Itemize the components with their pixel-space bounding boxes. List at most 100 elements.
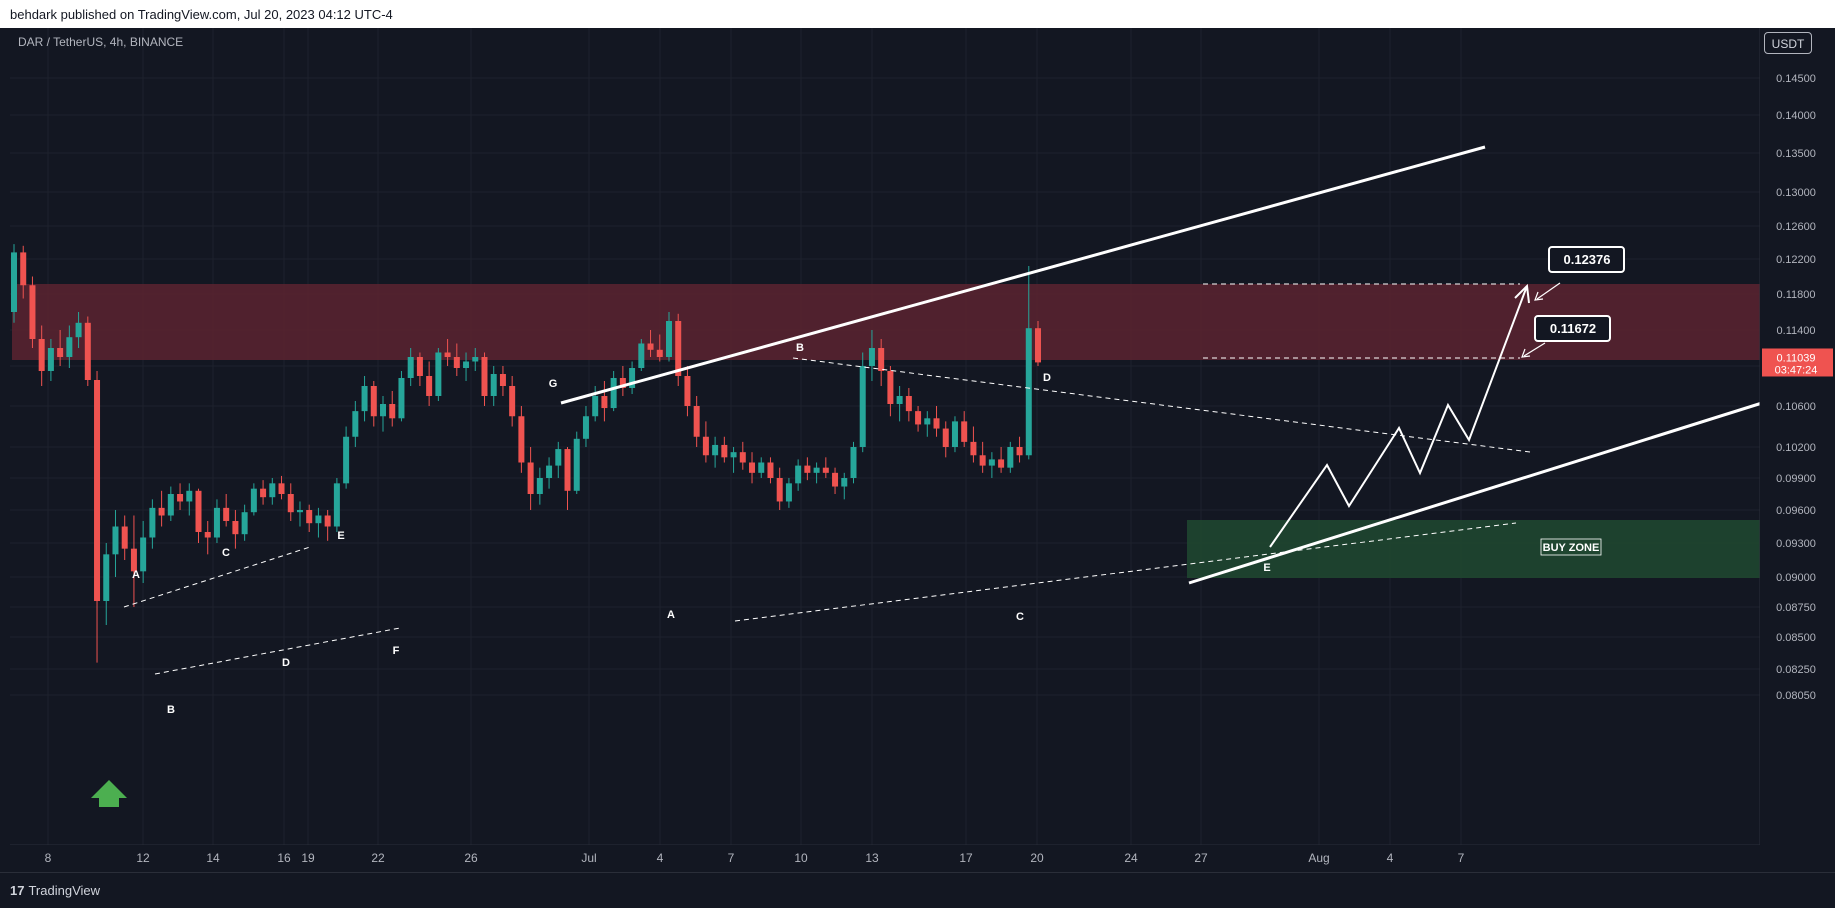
price-tick-label: 0.14500 [1776,73,1816,85]
time-axis[interactable]: 8 12 14 16 19 22 26 Jul 4 7 10 13 17 20 24 27 Aug 4 7 [10,845,1760,872]
candle-body [712,444,719,456]
wave-labels: A B C D E F G A B C D E [132,342,1271,716]
candle-body [702,436,709,456]
price-tick-label: 0.12200 [1776,254,1816,266]
candle-body [878,348,885,371]
footer-bar: 17 TradingView [0,872,1835,908]
time-tick-label: 17 [959,851,973,865]
candle-body [675,321,682,376]
publisher-bar: behdark published on TradingView.com, Ju… [0,0,1835,28]
candle-body [868,348,875,366]
candle-body [610,378,617,409]
price-tick-label: 0.08250 [1776,664,1816,676]
target-callouts: 0.12376 0.11672 [1534,246,1625,342]
candle-body [416,357,423,376]
time-tick-label: 13 [865,851,879,865]
wave-label-b1: B [167,704,175,716]
up-arrow-icon [91,780,127,807]
candle-body [629,368,636,388]
current-price-label: 0.11039 [1777,352,1816,364]
time-tick-label: 22 [371,851,385,865]
candle-body [942,428,949,447]
candle-body [177,494,184,502]
candle-body [333,483,340,527]
candle-body [213,507,220,538]
candle-body [915,411,922,425]
price-tick-label: 0.14000 [1776,110,1816,122]
wave-label-a2: A [667,609,675,621]
price-tick-label: 0.09000 [1776,572,1816,584]
candle-body [158,507,165,516]
publisher-text: behdark published on TradingView.com, Ju… [10,7,393,22]
candle-body [841,478,848,487]
candle-body [140,537,147,572]
candle-body [656,349,663,357]
price-axis[interactable]: 0.14500 0.14000 0.13500 0.13000 0.12600 0.122… [1760,28,1835,845]
candle-body [896,396,903,404]
target-arrow-2-head [1521,348,1531,358]
target-box-2 [1534,315,1611,342]
candle-body [11,252,17,312]
time-tick-label: 16 [277,851,291,865]
tradingview-logo[interactable]: 17 TradingView [10,883,100,898]
candle-body [684,376,691,406]
candle-body [951,421,958,447]
candle-body [998,459,1005,468]
candle-body [398,378,405,419]
candle-body [850,447,857,478]
time-tick-label: 14 [206,851,220,865]
candle-body [832,472,839,487]
candle-body [1035,328,1041,363]
candle-body [149,507,156,538]
price-chart[interactable]: BUY ZONE A B C D E F G A B C D E 0.12376… [10,28,1760,845]
candle-body [195,490,202,532]
candle-body [573,438,580,491]
time-tick-label: 12 [136,851,150,865]
buy-zone [1187,520,1760,578]
candles [11,244,1041,663]
target-box-1 [1548,246,1625,273]
candle-body [130,548,137,572]
candle-body [278,483,285,494]
price-tick-label: 0.12600 [1776,221,1816,233]
candle-body [749,462,756,473]
buy-zone-label-bg [1540,538,1602,556]
channel-upper-line [560,145,1486,405]
candle-body [518,416,525,463]
wave-label-f1: F [393,645,400,657]
candle-body [970,441,977,456]
time-tick-label: 26 [464,851,478,865]
candle-body [721,444,728,458]
candle-body [453,357,460,368]
candle-body [1025,328,1032,456]
wave-label-d1: D [282,657,290,669]
pattern-lines [123,145,1760,675]
candle-body [121,526,128,549]
candle-body [47,348,54,371]
countdown-label: 03:47:24 [1775,364,1818,376]
target-arrow-2 [1523,342,1546,357]
target-arrow-1 [1536,282,1561,300]
candle-body [546,465,553,478]
candle-body [223,507,230,521]
candle-body [758,462,765,473]
wave-label-d2: D [1043,372,1051,384]
candle-body [389,404,396,419]
candle-body [905,396,912,412]
price-tick-label: 0.08750 [1776,602,1816,614]
time-tick-label: 24 [1124,851,1138,865]
candle-body [536,478,543,494]
candle-body [647,343,654,350]
candle-body [693,406,700,437]
candle-body [564,449,571,491]
candle-body [380,404,387,417]
price-tick-label: 0.10200 [1776,442,1816,454]
candle-body [555,449,562,466]
candle-body [296,510,303,513]
candle-body [979,455,986,466]
candle-body [260,488,267,498]
currency-button[interactable]: USDT [1764,32,1812,54]
time-tick-label: 8 [45,851,52,865]
candle-body [287,494,294,513]
candle-body [315,515,322,524]
